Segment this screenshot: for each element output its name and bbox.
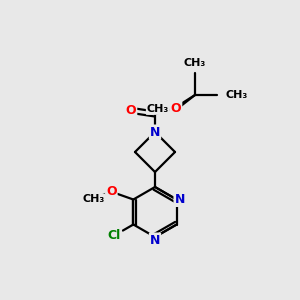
Text: O: O xyxy=(126,104,136,118)
Text: Cl: Cl xyxy=(108,229,121,242)
Text: O: O xyxy=(106,185,117,198)
Text: CH₃: CH₃ xyxy=(225,90,247,100)
Text: CH₃: CH₃ xyxy=(147,104,169,114)
Text: N: N xyxy=(175,193,185,206)
Text: CH₃: CH₃ xyxy=(184,58,206,68)
Text: N: N xyxy=(150,233,160,247)
Text: N: N xyxy=(150,125,160,139)
Text: CH₃: CH₃ xyxy=(82,194,104,205)
Text: O: O xyxy=(171,101,181,115)
